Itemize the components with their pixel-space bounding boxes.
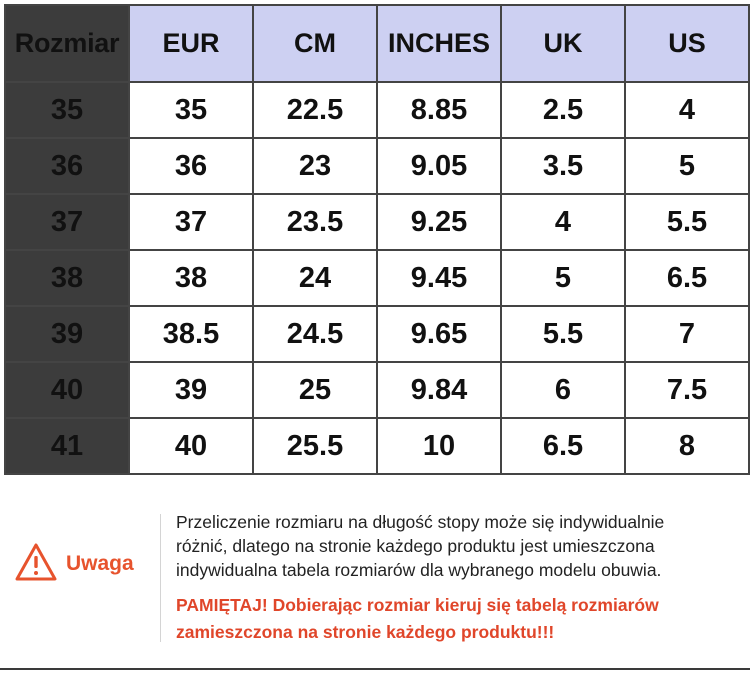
note-line: Przeliczenie rozmiaru na długość stopy m… <box>176 512 665 532</box>
header-cm: CM <box>252 4 378 83</box>
cell-uk: 4 <box>500 193 626 251</box>
row-size-label: 41 <box>4 417 130 475</box>
row-size-label: 38 <box>4 249 130 307</box>
cell-cm: 23 <box>252 137 378 195</box>
table-header-row: Rozmiar EUR CM INCHES UK US <box>4 4 750 83</box>
row-size-label: 40 <box>4 361 130 419</box>
cell-cm: 25.5 <box>252 417 378 475</box>
cell-cm: 24 <box>252 249 378 307</box>
warning-block: Uwaga <box>14 542 154 592</box>
note-line: indywidualna tabela rozmiarów dla wybran… <box>176 560 662 580</box>
cell-uk: 5 <box>500 249 626 307</box>
reminder-line: PAMIĘTAJ! Dobierając rozmiar kieruj się … <box>176 595 659 615</box>
reminder-line: zamieszczona na stronie każdego produktu… <box>176 622 555 642</box>
cell-us: 6.5 <box>624 249 750 307</box>
table-row: 36 36 23 9.05 3.5 5 <box>4 137 750 195</box>
cell-us: 5 <box>624 137 750 195</box>
cell-inches: 10 <box>376 417 502 475</box>
row-size-label: 39 <box>4 305 130 363</box>
row-size-label: 35 <box>4 81 130 139</box>
header-us: US <box>624 4 750 83</box>
table-row: 38 38 24 9.45 5 6.5 <box>4 249 750 307</box>
cell-cm: 23.5 <box>252 193 378 251</box>
table-row: 37 37 23.5 9.25 4 5.5 <box>4 193 750 251</box>
warning-label: Uwaga <box>66 552 134 575</box>
cell-cm: 22.5 <box>252 81 378 139</box>
cell-eur: 36 <box>128 137 254 195</box>
header-uk: UK <box>500 4 626 83</box>
cell-eur: 38 <box>128 249 254 307</box>
cell-us: 5.5 <box>624 193 750 251</box>
table-row: 41 40 25.5 10 6.5 8 <box>4 417 750 475</box>
reminder-text: PAMIĘTAJ! Dobierając rozmiar kieruj się … <box>176 592 746 646</box>
cell-inches: 9.65 <box>376 305 502 363</box>
cell-inches: 8.85 <box>376 81 502 139</box>
cell-eur: 38.5 <box>128 305 254 363</box>
cell-eur: 39 <box>128 361 254 419</box>
size-chart-table: Rozmiar EUR CM INCHES UK US 35 35 22.5 8… <box>4 4 750 475</box>
cell-inches: 9.84 <box>376 361 502 419</box>
header-rozmiar: Rozmiar <box>4 4 130 83</box>
row-size-label: 37 <box>4 193 130 251</box>
cell-cm: 24.5 <box>252 305 378 363</box>
size-note: Przeliczenie rozmiaru na długość stopy m… <box>176 510 744 582</box>
cell-uk: 6 <box>500 361 626 419</box>
cell-us: 7 <box>624 305 750 363</box>
bottom-divider <box>0 668 750 670</box>
cell-us: 8 <box>624 417 750 475</box>
cell-us: 4 <box>624 81 750 139</box>
table-row: 40 39 25 9.84 6 7.5 <box>4 361 750 419</box>
cell-eur: 40 <box>128 417 254 475</box>
header-inches: INCHES <box>376 4 502 83</box>
cell-eur: 35 <box>128 81 254 139</box>
header-eur: EUR <box>128 4 254 83</box>
cell-uk: 3.5 <box>500 137 626 195</box>
cell-uk: 5.5 <box>500 305 626 363</box>
row-size-label: 36 <box>4 137 130 195</box>
cell-cm: 25 <box>252 361 378 419</box>
warning-triangle-icon <box>15 543 57 581</box>
table-row: 39 38.5 24.5 9.65 5.5 7 <box>4 305 750 363</box>
vertical-divider <box>160 514 161 642</box>
table-row: 35 35 22.5 8.85 2.5 4 <box>4 81 750 139</box>
cell-inches: 9.25 <box>376 193 502 251</box>
cell-us: 7.5 <box>624 361 750 419</box>
note-line: różnić, dlatego na stronie każdego produ… <box>176 536 655 556</box>
cell-uk: 6.5 <box>500 417 626 475</box>
cell-inches: 9.05 <box>376 137 502 195</box>
cell-uk: 2.5 <box>500 81 626 139</box>
cell-eur: 37 <box>128 193 254 251</box>
cell-inches: 9.45 <box>376 249 502 307</box>
